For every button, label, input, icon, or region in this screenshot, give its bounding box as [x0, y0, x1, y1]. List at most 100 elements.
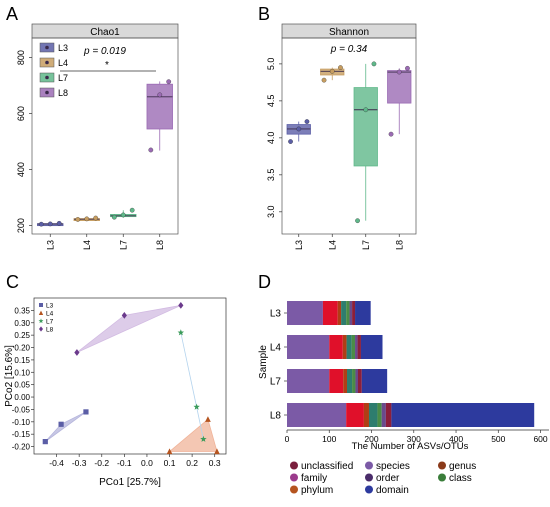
panel-a-xtick-label: L4	[82, 240, 92, 250]
panel-d-xtick-label: 300	[407, 434, 421, 444]
panel-c-xtick-label: -0.4	[49, 458, 64, 468]
panel-a-point	[120, 212, 126, 218]
panel-d-legend-dot	[290, 473, 298, 482]
panel-a-point	[129, 207, 135, 213]
panel-b-point	[371, 61, 377, 67]
panel-d-bar-segment	[351, 335, 356, 359]
panel-c-ytick-label: 0.35	[14, 306, 30, 315]
panel-b-point	[363, 107, 369, 113]
panel-d-legend-label: order	[376, 473, 400, 484]
panel-b-point	[321, 77, 327, 83]
panel-d-legend-label: class	[449, 473, 472, 484]
panel-c-point	[74, 349, 80, 356]
panel-a-xtick-label: L7	[118, 240, 128, 250]
panel-c-point	[166, 448, 173, 455]
panel-d-xlabel: The Number of ASVs/OTUs	[352, 441, 469, 452]
panel-b-title: Shannon	[329, 27, 369, 38]
panel-c-ytick-label: -0.05	[12, 405, 31, 414]
panel-c-frame	[33, 297, 227, 455]
panel-d-bar-segment	[342, 335, 347, 359]
panel-c-ytick-label: -0.15	[12, 430, 31, 439]
panel-d-legend-label: genus	[449, 461, 476, 472]
panel-c-hull	[168, 418, 218, 452]
panel-b-ytick-label: 3.5	[266, 169, 276, 182]
panel-c-ytick-label: 0.25	[14, 331, 30, 340]
panel-b-xtick-label: L8	[394, 240, 404, 250]
panel-b-point	[329, 68, 335, 74]
panel-d-bar-segment	[287, 335, 330, 359]
panel-a-boxplot: Chao1 p = 0.019 * 200 400 600 800 L3 L4 L7 L8 L…	[16, 23, 179, 250]
panel-d-bar-segment	[347, 369, 353, 393]
panel-a-point	[84, 216, 90, 222]
panel-c-legend-label: L4	[46, 311, 54, 318]
panel-a-point	[148, 147, 154, 153]
panel-d-bar-segment	[352, 369, 356, 393]
panel-c-hull	[44, 411, 87, 442]
panel-d-bar-segment	[349, 301, 353, 325]
panel-a-legend-label: L3	[58, 43, 68, 53]
panel-c-pcoa: PCo1 [25.7%] PCo2 [15.6%] -0.4 -0.3 -0.2 -0…	[4, 297, 227, 488]
panel-d-bar-segment	[357, 335, 361, 359]
panel-b-point	[396, 69, 402, 75]
panel-d-bar-segment	[329, 369, 344, 393]
panel-d-ylabel: Sample	[258, 345, 269, 379]
panel-d-bar-segment	[346, 335, 352, 359]
panel-d-bar-segment	[337, 301, 342, 325]
panel-a-legend-label: L4	[58, 58, 68, 68]
panel-c-ytick-label: 0.30	[14, 319, 30, 328]
panel-d-bar-segment	[355, 369, 358, 393]
panel-a-legend-dot	[45, 45, 49, 50]
panel-a-point	[93, 215, 99, 221]
panel-b-point	[388, 131, 394, 137]
panel-a-legend-dot	[45, 90, 49, 95]
panel-d-stacked-bars: The Number of ASVs/OTUs Sample L3 L4 L7 L8 0…	[258, 301, 549, 496]
panel-b-box	[353, 87, 378, 167]
panel-c-point	[214, 448, 220, 455]
panel-d-bar-segment	[287, 301, 323, 325]
panel-c-legend-marker	[38, 318, 44, 324]
panel-c-legend-label: L7	[46, 319, 54, 326]
panel-label-c: C	[6, 272, 19, 292]
panel-c-ylabel: PCo2 [15.6%]	[4, 345, 15, 407]
panel-c-legend-label: L3	[46, 303, 54, 310]
panel-d-legend-label: unclassified	[301, 461, 353, 472]
panel-d-legend-label: family	[301, 473, 327, 484]
panel-c-hull	[76, 305, 181, 353]
panel-d-legend-dot	[365, 473, 373, 482]
panel-c-ytick-label: 0.10	[14, 368, 30, 377]
panel-c-point	[58, 421, 64, 427]
panel-a-point	[47, 221, 53, 227]
panel-c-ytick-label: -0.10	[12, 418, 31, 427]
panel-label-d: D	[258, 272, 271, 292]
panel-a-p-value: p = 0.019	[83, 46, 126, 57]
panel-a-xtick-label: L3	[45, 240, 55, 250]
panel-d-legend-dot	[438, 473, 446, 482]
panel-c-ytick-label: 0.15	[14, 356, 30, 365]
panel-d-xtick-label: 100	[322, 434, 336, 444]
panel-b-boxplot: Shannon p = 0.34 3.0 3.5 4.0 4.5 5.0 L3 L4 L7 L8	[266, 23, 417, 250]
panel-a-title: Chao1	[90, 27, 120, 38]
panel-c-xlabel: PCo1 [25.7%]	[99, 477, 161, 488]
panel-c-xtick-label: -0.1	[117, 458, 132, 468]
panel-d-bar-segment	[381, 403, 386, 427]
panel-d-xtick-label: 400	[449, 434, 463, 444]
panel-c-ytick-label: 0.05	[14, 381, 30, 390]
panel-d-xtick-label: 0	[285, 434, 290, 444]
panel-d-bar-segment	[391, 403, 535, 427]
panel-a-ytick-label: 800	[16, 50, 26, 65]
panel-d-xtick-label: 600	[533, 434, 547, 444]
panel-d-bar-segment	[355, 335, 358, 359]
panel-d-bar-segment	[357, 369, 362, 393]
panel-c-xtick-label: 0.0	[141, 458, 153, 468]
panel-b-point	[296, 126, 302, 132]
panel-d-legend-dot	[438, 461, 446, 470]
panel-c-point	[178, 302, 184, 309]
panel-c-ytick-label: 0.00	[14, 393, 30, 402]
panel-d-bar-segment	[352, 301, 356, 325]
panel-b-point	[338, 65, 343, 70]
panel-a-legend-dot	[45, 75, 49, 80]
panel-c-point	[205, 416, 211, 422]
panel-c-xtick-label: 0.3	[209, 458, 221, 468]
panel-c-point	[193, 403, 200, 410]
